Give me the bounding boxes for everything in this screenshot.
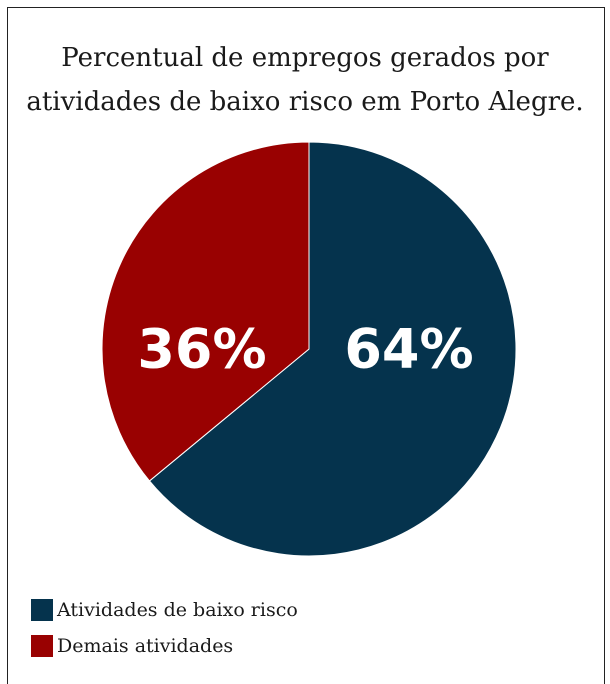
pie-slice-other: [101, 141, 310, 482]
legend-item-low-risk: Atividades de baixo risco: [31, 592, 298, 628]
chart-legend: Atividades de baixo risco Demais ativida…: [31, 592, 298, 664]
legend-swatch-low-risk: [31, 599, 53, 621]
chart-title: Percentual de empregos gerados por ativi…: [0, 36, 610, 124]
legend-swatch-other: [31, 635, 53, 657]
legend-label-low-risk: Atividades de baixo risco: [57, 599, 298, 621]
legend-item-other: Demais atividades: [31, 628, 298, 664]
pie-label-low-risk: 64%: [344, 318, 473, 381]
chart-title-line-2: atividades de baixo risco em Porto Alegr…: [26, 87, 584, 117]
legend-label-other: Demais atividades: [57, 635, 234, 657]
chart-title-line-1: Percentual de empregos gerados por: [61, 43, 549, 73]
pie-slice-low-risk: [148, 141, 517, 557]
pie-label-other: 36%: [137, 318, 266, 381]
